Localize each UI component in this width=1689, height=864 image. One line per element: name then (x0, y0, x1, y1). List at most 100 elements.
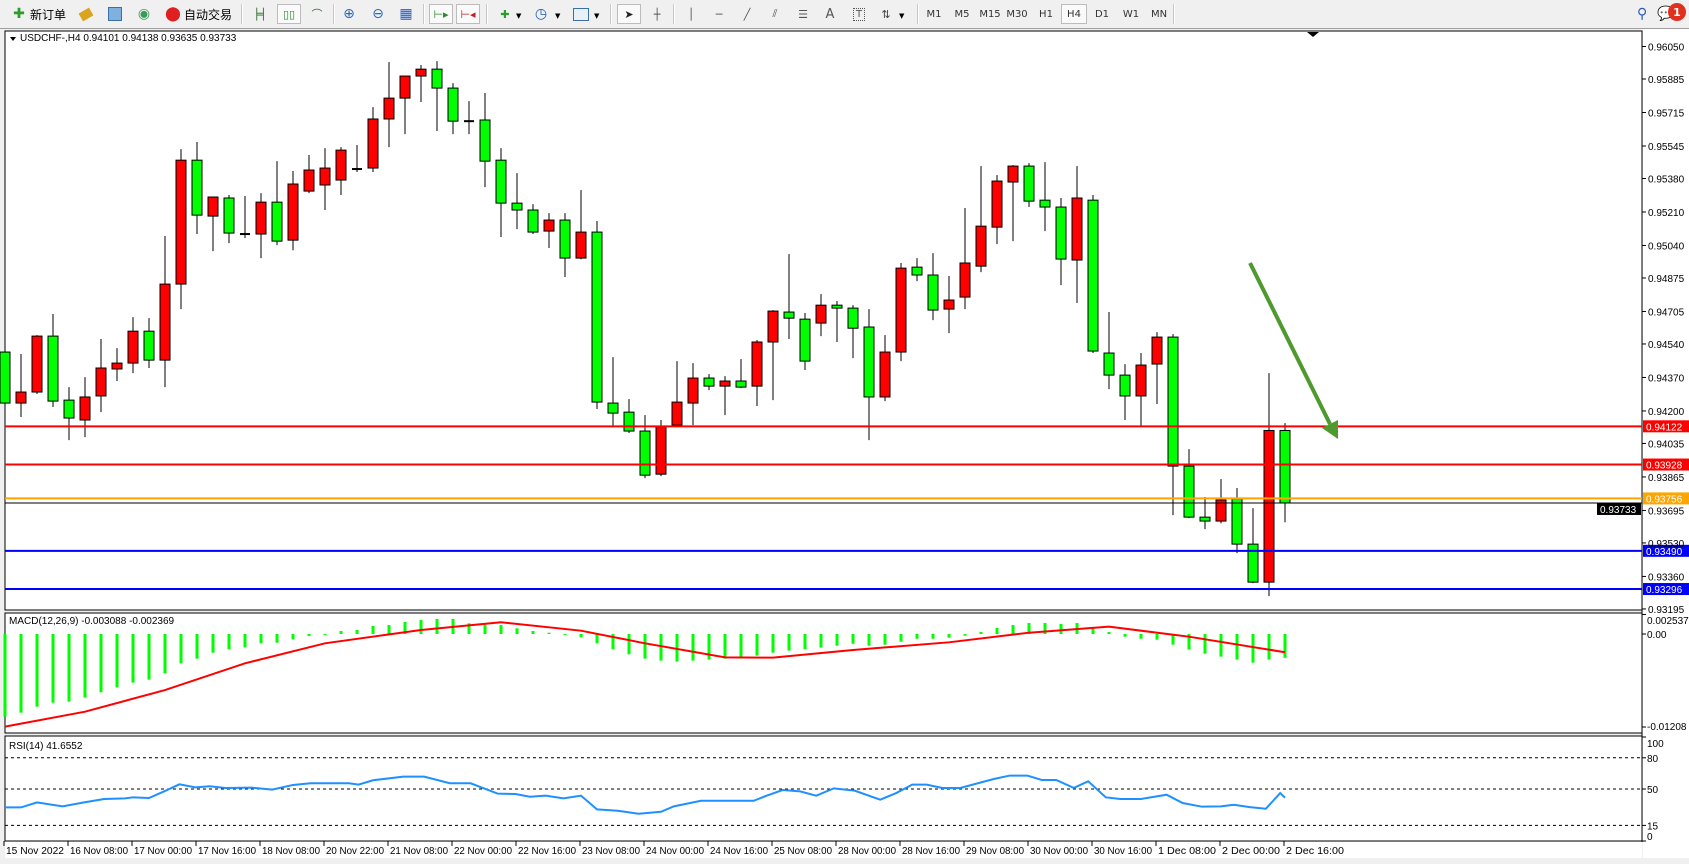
fibonacci-button[interactable]: ☰ (791, 4, 815, 24)
candle (911, 258, 923, 282)
bull-candle-body (15, 391, 27, 404)
tile-windows-button[interactable]: ▦ (394, 4, 418, 24)
macd-histogram-bar (99, 634, 103, 693)
macd-histogram-bar (291, 634, 295, 640)
auto-scroll-icon: ⊢▸ (433, 7, 449, 21)
bull-candle-body (1151, 336, 1163, 365)
trendline-button[interactable]: ╱ (735, 4, 759, 24)
vertical-line-button[interactable]: │ (679, 4, 703, 24)
candlestick-button[interactable]: ▯▯ (277, 4, 301, 24)
line-chart-button[interactable]: ⌒ (305, 4, 329, 24)
arrows-dropdown[interactable]: ▼ (899, 12, 905, 20)
macd-histogram-bar (115, 634, 119, 688)
time-tick-label: 24 Nov 00:00 (646, 846, 704, 857)
horizontal-line-button[interactable]: ─ (707, 4, 731, 24)
bear-candle-body (639, 430, 651, 476)
timeframe-w1[interactable]: W1 (1122, 8, 1140, 20)
timeframe-m1[interactable]: M1 (926, 8, 942, 20)
time-tick-label: 2 Dec 16:00 (1286, 846, 1344, 857)
candle (607, 357, 619, 428)
macd-histogram-bar (851, 634, 855, 644)
indicators-dropdown[interactable]: ▼ (516, 12, 522, 20)
price-level-label-bg (1643, 458, 1689, 471)
macd-histogram-bar (1283, 634, 1287, 658)
text-icon: A (825, 6, 835, 22)
bull-candle-body (975, 225, 987, 267)
macd-histogram-bar (755, 634, 759, 656)
time-tick-label: 20 Nov 22:00 (326, 846, 384, 857)
macd-histogram-bar (515, 628, 519, 634)
bear-candle-body (63, 399, 75, 419)
bull-candle-body (303, 169, 315, 192)
text-button[interactable]: A (818, 4, 842, 24)
chart-shift-button[interactable]: ⊢◂ (456, 4, 480, 24)
rsi-tick-label: 80 (1647, 754, 1659, 765)
periods-dropdown[interactable]: ▼ (555, 12, 561, 20)
macd-histogram-bar (867, 634, 871, 646)
text-label-button[interactable]: T (847, 4, 871, 24)
experts-button[interactable] (74, 4, 98, 24)
candle (1103, 312, 1115, 390)
text-label-icon: T (852, 7, 866, 21)
candle (255, 193, 267, 259)
time-tick-label: 30 Nov 00:00 (1030, 846, 1088, 857)
fibonacci-channel-button[interactable]: ⫽ (763, 4, 787, 24)
bull-candle-body (1135, 364, 1147, 397)
time-tick-label: 25 Nov 08:00 (774, 846, 832, 857)
bull-candle-body (719, 380, 731, 387)
timeframe-m15[interactable]: M15 (979, 8, 1001, 20)
current-price-label: 0.93733 (1600, 505, 1637, 516)
price-tick-label: 0.93530 (1648, 539, 1685, 550)
bear-candle-body (799, 318, 811, 362)
bull-candle-body (959, 262, 971, 298)
timeframe-h1[interactable]: H1 (1039, 8, 1053, 20)
timeframe-m30[interactable]: M30 (1006, 8, 1028, 20)
zoom-out-button[interactable]: ⊖ (366, 4, 390, 24)
periods-button[interactable]: ◷ (529, 4, 553, 24)
candle (95, 339, 107, 413)
indicators-icon: ✚ (500, 7, 510, 21)
timeframe-h4[interactable]: H4 (1061, 4, 1087, 24)
timeframe-m5[interactable]: M5 (954, 8, 970, 20)
bar-chart-button[interactable]: ╞╡ (248, 4, 272, 24)
candle (1183, 449, 1195, 519)
macd-histogram-bar (355, 629, 359, 634)
rsi-pane: 100 80 50 150 (5, 736, 1664, 843)
arrows-button[interactable]: ⇅ (874, 4, 898, 24)
bear-candle-body (143, 330, 155, 361)
candle (191, 142, 203, 235)
auto-trading-button[interactable]: ⬤ (162, 4, 184, 24)
timeframe-mn[interactable]: MN (1150, 8, 1168, 20)
indicators-button[interactable]: ✚ (493, 4, 517, 24)
chart-shift-marker (1307, 32, 1319, 37)
bear-candle-body (527, 209, 539, 233)
bull-candle-body (287, 183, 299, 241)
signals-button[interactable]: ◉ (132, 4, 156, 24)
candle (863, 309, 875, 441)
timeframe-d1[interactable]: D1 (1094, 8, 1110, 20)
templates-dropdown[interactable]: ▼ (594, 12, 600, 20)
macd-signal-line (4, 621, 1286, 728)
macd-histogram-bar (131, 634, 135, 683)
rsi-line (5, 774, 1286, 815)
candles (0, 61, 1291, 597)
templates-button[interactable] (569, 4, 593, 24)
macd-histogram-bar (1043, 622, 1047, 634)
auto-trading-label[interactable]: 自动交易 (184, 7, 233, 22)
crosshair-button[interactable]: ┼ (645, 4, 669, 24)
time-tick-label: 17 Nov 16:00 (198, 846, 256, 857)
bull-candle-body (687, 377, 699, 404)
new-order-button[interactable]: ✚ (8, 4, 30, 24)
macd-histogram-bar (419, 619, 423, 634)
cursor-button[interactable]: ➤ (617, 4, 641, 24)
macd-histogram-bar (899, 634, 903, 642)
auto-scroll-button[interactable]: ⊢▸ (429, 4, 453, 24)
time-tick-label: 21 Nov 08:00 (390, 846, 448, 857)
candle (527, 204, 539, 235)
search-button[interactable]: ⚲ (1630, 4, 1654, 24)
terminal-button[interactable] (103, 4, 127, 24)
zoom-in-button[interactable]: ⊕ (337, 4, 361, 24)
bear-candle-body (1087, 199, 1099, 352)
new-order-label[interactable]: 新订单 (30, 7, 67, 22)
